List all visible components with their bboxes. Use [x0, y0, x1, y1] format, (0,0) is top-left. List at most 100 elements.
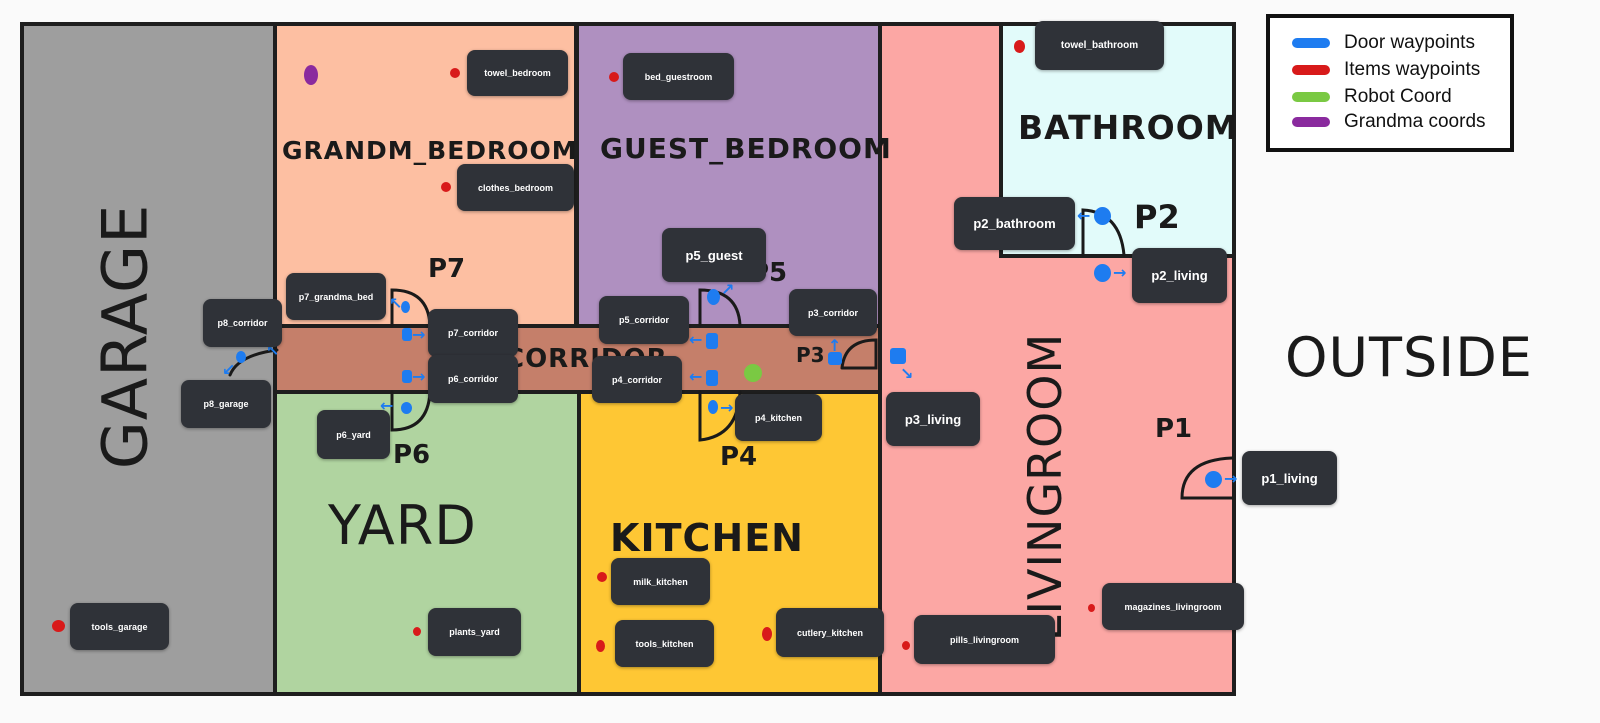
waypoint-p2-bathroom[interactable]: p2_bathroom: [954, 197, 1075, 250]
room-label-garage: GARAGE: [88, 203, 162, 470]
arrow-icon-p7-corridor: →: [412, 325, 426, 344]
door-dot-p4-corridor: [706, 370, 718, 386]
waypoint-p7-grandma-bed[interactable]: p7_grandma_bed: [286, 273, 386, 320]
arrow-icon-p7-grandma-bed: ↖: [389, 294, 403, 313]
waypoint-p4-corridor[interactable]: p4_corridor: [592, 356, 682, 403]
legend-swatch-items: [1292, 65, 1330, 75]
waypoint-bed-guestroom[interactable]: bed_guestroom: [623, 53, 734, 100]
legend-row-door: Door waypoints: [1292, 32, 1475, 54]
legend-swatch-grandma: [1292, 117, 1330, 127]
waypoint-p6-yard[interactable]: p6_yard: [317, 410, 390, 459]
room-label-kitchen: KITCHEN: [610, 516, 804, 560]
waypoint-cutlery-kitchen[interactable]: cutlery_kitchen: [776, 608, 884, 657]
door-arc-p5: [698, 288, 742, 327]
door-label-p6: P6: [393, 440, 431, 470]
waypoint-towel-bedroom[interactable]: towel_bedroom: [467, 50, 568, 96]
legend-label-door: Door waypoints: [1344, 32, 1475, 53]
door-dot-p5-guest: [707, 289, 720, 305]
waypoint-towel-bathroom[interactable]: towel_bathroom: [1035, 21, 1164, 70]
arrow-icon-p1-living: →: [1224, 469, 1238, 488]
item-dot-clothes-bedroom: [441, 182, 451, 192]
waypoint-tools-garage[interactable]: tools_garage: [70, 603, 169, 650]
waypoint-p2-living[interactable]: p2_living: [1132, 248, 1227, 303]
door-dot-p3-corridor: [828, 352, 842, 365]
arrow-icon-p8-garage: ↙: [222, 360, 236, 379]
waypoint-p3-living[interactable]: p3_living: [886, 392, 980, 446]
waypoint-plants-yard[interactable]: plants_yard: [428, 608, 521, 656]
waypoint-p5-guest[interactable]: p5_guest: [662, 228, 766, 282]
item-dot-bed-guestroom: [609, 72, 619, 82]
door-dot-p6-yard: [401, 402, 412, 414]
item-dot-plants-yard: [413, 627, 421, 636]
legend-row-grandma: Grandma coords: [1292, 111, 1486, 133]
waypoint-p4-kitchen[interactable]: p4_kitchen: [735, 394, 822, 441]
door-dot-p5-corridor: [706, 333, 718, 349]
door-dot-p8-corridor: [236, 351, 246, 363]
door-label-p2: P2: [1134, 198, 1180, 236]
door-label-p7: P7: [428, 254, 466, 284]
door-dot-p1-living: [1205, 471, 1222, 488]
arrow-icon-p6-corridor: →: [412, 367, 426, 386]
robot-marker: [744, 364, 762, 382]
door-dot-p4-kitchen: [708, 400, 718, 414]
door-arc-p3: [840, 338, 878, 370]
waypoint-p5-corridor[interactable]: p5_corridor: [599, 296, 689, 344]
legend-swatch-robot: [1292, 92, 1330, 102]
area-label-outside: OUTSIDE: [1285, 326, 1533, 389]
arrow-icon-p3-corridor: ↑: [828, 336, 842, 355]
waypoint-p7-corridor[interactable]: p7_corridor: [428, 309, 518, 357]
waypoint-magazines-livingroom[interactable]: magazines_livingroom: [1102, 583, 1244, 630]
room-label-bathroom: BATHROOM: [1018, 108, 1239, 147]
item-dot-towel-bathroom: [1014, 40, 1025, 53]
arrow-icon-p2-living: →: [1113, 263, 1127, 282]
door-dot-p2-living: [1094, 264, 1111, 282]
waypoint-tools-kitchen[interactable]: tools_kitchen: [615, 620, 714, 667]
waypoint-p8-corridor[interactable]: p8_corridor: [203, 299, 282, 347]
room-label-living-room: LIVINGROOM: [1018, 332, 1072, 642]
waypoint-clothes-bedroom[interactable]: clothes_bedroom: [457, 164, 574, 211]
waypoint-p6-corridor[interactable]: p6_corridor: [428, 355, 518, 403]
legend: Door waypoints Items waypoints Robot Coo…: [1266, 14, 1514, 152]
room-label-yard: YARD: [328, 494, 477, 557]
door-dot-p3-living: [890, 348, 906, 364]
arrow-icon-p5-guest: ↗: [721, 280, 735, 299]
item-dot-tools-kitchen: [596, 640, 605, 652]
item-dot-milk-kitchen: [597, 572, 607, 582]
item-dot-pills-livingroom: [902, 641, 910, 650]
door-label-p4: P4: [720, 442, 758, 472]
item-dot-tools-garage: [52, 620, 65, 632]
arrow-icon-p2-bathroom: ←: [1077, 206, 1091, 225]
legend-label-grandma: Grandma coords: [1344, 111, 1486, 132]
arrow-icon-p6-yard: ←: [380, 396, 394, 415]
item-dot-cutlery-kitchen: [762, 627, 772, 641]
door-arc-p1: [1180, 456, 1234, 500]
arrow-icon-p3-living: ↘: [900, 364, 914, 383]
waypoint-p8-garage[interactable]: p8_garage: [181, 380, 271, 428]
legend-row-robot: Robot Coord: [1292, 86, 1452, 108]
item-dot-magazines-livingroom: [1088, 604, 1095, 612]
waypoint-p3-corridor[interactable]: p3_corridor: [789, 289, 877, 336]
legend-label-items: Items waypoints: [1344, 59, 1481, 80]
door-dot-p2-bathroom: [1094, 207, 1111, 225]
legend-row-items: Items waypoints: [1292, 59, 1480, 81]
waypoint-milk-kitchen[interactable]: milk_kitchen: [611, 558, 710, 605]
arrow-icon-p4-corridor: ←: [689, 367, 703, 386]
door-label-p3: P3: [796, 343, 825, 367]
room-label-guest-bedroom: GUEST_BEDROOM: [600, 132, 892, 165]
door-dot-p7-corridor: [402, 328, 412, 341]
waypoint-p1-living[interactable]: p1_living: [1242, 451, 1337, 505]
waypoint-pills-livingroom[interactable]: pills_livingroom: [914, 615, 1055, 664]
legend-label-robot: Robot Coord: [1344, 86, 1452, 107]
grandma-marker: [304, 65, 318, 85]
room-corridor: [273, 324, 882, 394]
room-garage: [20, 22, 277, 696]
legend-swatch-door: [1292, 38, 1330, 48]
door-dot-p6-corridor: [402, 370, 412, 383]
door-label-p1: P1: [1155, 414, 1193, 444]
room-label-grandma-bedroom: GRANDM_BEDROOM: [282, 136, 578, 165]
door-dot-p7-grandma-bed: [401, 301, 410, 313]
arrow-icon-p5-corridor: ←: [689, 330, 703, 349]
item-dot-towel-bedroom: [450, 68, 460, 78]
arrow-icon-p4-kitchen: →: [720, 398, 734, 417]
